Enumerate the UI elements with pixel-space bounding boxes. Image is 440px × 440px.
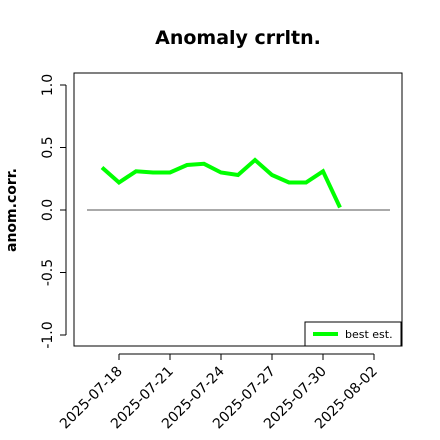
series-line-best-est (100, 157, 342, 209)
y-tick-label: -0.5 (40, 259, 56, 286)
y-tick-label: -1.0 (40, 321, 56, 348)
y-tick-label: 0.5 (40, 136, 56, 158)
y-axis-label: anom.corr. (4, 168, 20, 252)
plot-area-frame (73, 72, 403, 347)
legend-label: best est. (345, 328, 393, 341)
y-tick-label: 0.0 (40, 199, 56, 221)
chart-title: Anomaly crrltn. (155, 27, 321, 49)
y-tick-label: 1.0 (40, 74, 56, 96)
